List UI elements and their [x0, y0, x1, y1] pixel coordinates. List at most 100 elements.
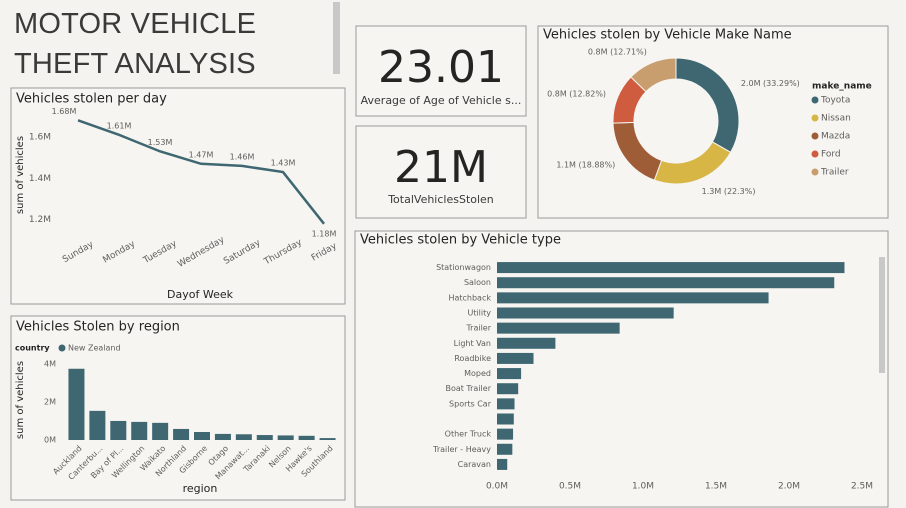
- panel: [10, 87, 346, 305]
- data-label: 1.47M: [189, 150, 214, 159]
- bar: [497, 443, 513, 455]
- y-axis-title: sum of vehicles: [15, 136, 26, 214]
- y-tick-label: 1.6M: [29, 132, 51, 142]
- bar: [277, 435, 294, 440]
- scrollbar: [333, 2, 340, 74]
- bar: [497, 277, 835, 289]
- panel: [10, 315, 346, 501]
- bar: [68, 368, 85, 440]
- y-tick-label: 1.2M: [29, 215, 51, 225]
- x-axis-title: Dayof Week: [167, 288, 234, 301]
- chart-title: Vehicles stolen by Vehicle type: [360, 233, 561, 248]
- bar: [497, 413, 514, 425]
- chart-title: Vehicles stolen by Vehicle Make Name: [543, 28, 792, 43]
- bar: [319, 438, 336, 440]
- y-tick-label: 2M: [44, 397, 56, 406]
- y-tick-label: Other Truck: [445, 430, 492, 439]
- bar: [497, 352, 534, 364]
- bar: [194, 432, 210, 440]
- bar: [497, 307, 674, 319]
- data-label: 2.0M (33.29%): [741, 79, 800, 88]
- bar: [89, 410, 106, 440]
- bar: [497, 428, 514, 440]
- data-label: 1.61M: [107, 121, 132, 130]
- bar: [497, 398, 515, 410]
- x-tick-label: 2.0M: [778, 482, 800, 492]
- x-axis-title: region: [183, 482, 218, 495]
- y-tick-label: Roadbike: [454, 354, 491, 363]
- panel: [537, 25, 889, 219]
- y-tick-label: Trailer: [465, 324, 491, 333]
- data-label: 0.8M (12.71%): [588, 47, 647, 56]
- chart-title: Vehicles Stolen by region: [16, 320, 180, 335]
- y-tick-label: Moped: [464, 369, 491, 378]
- bar: [110, 420, 127, 440]
- legend-label: Nissan: [821, 114, 851, 124]
- bar: [497, 322, 620, 334]
- bar: [173, 428, 190, 440]
- data-label: 1.18M: [312, 229, 337, 238]
- y-tick-label: Caravan: [458, 460, 491, 469]
- legend-marker: [811, 168, 819, 176]
- bar: [497, 337, 556, 349]
- legend-marker: [811, 114, 819, 122]
- x-tick-label: 1.5M: [705, 482, 727, 492]
- legend-title: make_name: [812, 82, 872, 92]
- bar: [497, 292, 769, 304]
- bar: [497, 368, 522, 380]
- legend-marker: [811, 132, 819, 140]
- legend-marker: [58, 344, 66, 352]
- bar: [131, 421, 148, 440]
- bar: [256, 435, 273, 440]
- card-value: 23.01: [378, 42, 504, 93]
- bar: [497, 262, 845, 274]
- bar: [298, 435, 315, 440]
- legend-label: Trailer: [820, 168, 849, 178]
- bar: [497, 458, 508, 470]
- y-axis-title: sum of vehicles: [15, 361, 26, 439]
- bar: [214, 433, 231, 440]
- card-label: Average of Age of Vehicle s...: [361, 94, 522, 107]
- y-tick-label: Sports Car: [449, 399, 492, 408]
- y-tick-label: Utility: [467, 309, 491, 318]
- panel: [354, 230, 889, 508]
- panel: [355, 25, 527, 117]
- data-label: 1.3M (22.3%): [702, 187, 756, 196]
- x-tick-label: 1.0M: [632, 482, 654, 492]
- data-label: 1.43M: [271, 159, 296, 168]
- bar: [497, 383, 519, 395]
- page-title: MOTOR VEHICLE THEFT ANALYSIS: [14, 8, 257, 80]
- card-value: 21M: [394, 142, 488, 193]
- y-tick-label: Light Van: [454, 339, 491, 348]
- scrollbar: [879, 257, 885, 373]
- x-tick-label: 0.5M: [559, 482, 581, 492]
- y-tick-label: Saloon: [464, 278, 491, 287]
- y-tick-label: Stationwagon: [436, 263, 491, 272]
- data-label: 1.46M: [230, 152, 255, 161]
- y-tick-label: 1.4M: [29, 174, 51, 184]
- data-label: 1.53M: [148, 138, 173, 147]
- legend-label: Ford: [821, 150, 841, 160]
- legend-label: New Zealand: [68, 344, 121, 353]
- legend-label: Mazda: [821, 132, 850, 142]
- x-tick-label: 0.0M: [486, 482, 508, 492]
- y-tick-label: 0M: [44, 436, 56, 445]
- y-tick-label: Trailer - Heavy: [432, 445, 491, 454]
- data-label: 0.8M (12.82%): [547, 89, 606, 98]
- data-label: 1.68M: [52, 107, 77, 116]
- card-label: TotalVehiclesStolen: [387, 193, 494, 206]
- y-tick-label: 4M: [44, 359, 56, 368]
- data-label: 1.1M (18.88%): [556, 160, 615, 169]
- bar: [152, 422, 169, 440]
- line: [77, 119, 325, 225]
- legend-title: country: [15, 344, 50, 353]
- legend-label: Toyota: [820, 96, 850, 106]
- panel: [355, 125, 527, 219]
- x-tick-label: 2.5M: [851, 482, 873, 492]
- legend-marker: [811, 96, 819, 104]
- legend-marker: [811, 150, 819, 158]
- donut-slice: [630, 57, 677, 93]
- y-tick-label: Hatchback: [448, 293, 491, 302]
